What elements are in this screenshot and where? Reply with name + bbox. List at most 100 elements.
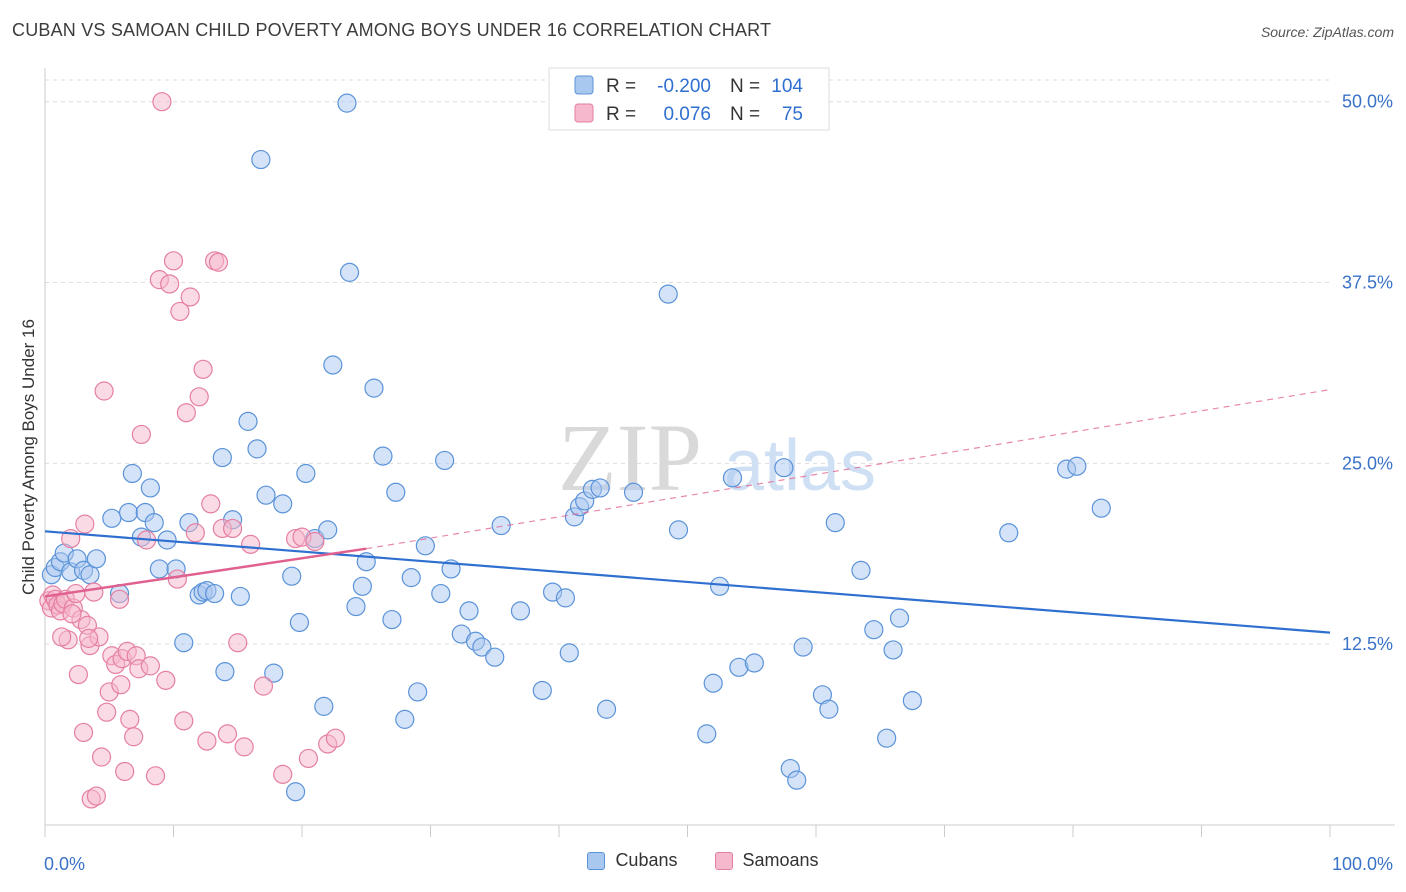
point-cubans-17	[149, 559, 169, 579]
point-samoans-44	[163, 251, 184, 271]
point-samoans-60	[228, 633, 248, 653]
point-samoans-63	[253, 676, 274, 696]
point-cubans-31	[247, 439, 267, 459]
point-samoans-23	[94, 381, 114, 401]
legend-r-label-cubans: R =	[606, 76, 636, 97]
point-samoans-70	[325, 728, 346, 748]
point-cubans-98	[902, 690, 922, 711]
point-cubans-32	[251, 149, 271, 170]
legend-n-value-cubans: 104	[771, 76, 803, 97]
point-samoans-58	[217, 724, 238, 744]
point-cubans-47	[352, 576, 372, 596]
point-samoans-22	[91, 747, 112, 767]
point-samoans-61	[234, 737, 254, 757]
point-cubans-11	[118, 502, 139, 523]
legend-item-cubans: Cubans	[587, 850, 677, 871]
legend-label-samoans: Samoans	[742, 850, 819, 870]
point-cubans-58	[435, 450, 455, 471]
point-samoans-64	[273, 764, 293, 784]
point-samoans-67	[298, 748, 319, 769]
chart-title: CUBAN VS SAMOAN CHILD POVERTY AMONG BOYS…	[12, 20, 772, 40]
legend-swatch-samoans	[574, 103, 594, 123]
point-samoans-24	[97, 702, 117, 722]
point-cubans-52	[386, 482, 406, 502]
point-cubans-63	[472, 637, 492, 657]
point-cubans-99	[999, 523, 1019, 543]
x-tick-labels: 0.0% 100.0%	[44, 854, 1393, 874]
y-tick-label-1: 25.0%	[1342, 453, 1393, 473]
point-cubans-93	[851, 560, 871, 580]
legend-r-label-samoans: R =	[606, 104, 636, 125]
point-samoans-45	[167, 569, 187, 589]
point-cubans-8	[86, 549, 107, 569]
point-cubans-96	[883, 640, 903, 660]
point-cubans-38	[289, 612, 310, 633]
legend-label-cubans: Cubans	[615, 850, 678, 870]
point-cubans-35	[273, 494, 293, 514]
point-cubans-46	[346, 596, 366, 617]
points-layer	[39, 92, 1111, 809]
point-samoans-56	[208, 252, 229, 272]
point-cubans-88	[787, 770, 807, 790]
point-samoans-73	[79, 628, 99, 648]
x-tick-label-0: 0.0%	[44, 854, 85, 874]
trendline-cubans	[44, 530, 1331, 634]
point-cubans-26	[212, 447, 232, 468]
point-cubans-56	[415, 536, 435, 556]
y-tick-label-2: 37.5%	[1342, 273, 1393, 293]
point-samoans-74	[111, 675, 131, 695]
point-cubans-102	[1091, 498, 1111, 518]
point-cubans-30	[238, 411, 258, 431]
point-cubans-44	[337, 93, 357, 113]
point-cubans-41	[314, 696, 334, 716]
point-samoans-46	[170, 301, 190, 322]
legend-top: R = -0.200 N = 104 R = 0.076 N = 75	[548, 67, 830, 131]
legend-box	[548, 67, 830, 131]
point-cubans-51	[382, 609, 402, 630]
point-samoans-38	[140, 656, 160, 676]
point-cubans-97	[889, 608, 910, 628]
point-cubans-77	[623, 482, 644, 502]
point-cubans-79	[668, 520, 689, 540]
point-cubans-43	[323, 355, 343, 375]
point-samoans-68	[305, 531, 325, 552]
legend-n-value-samoans: 75	[782, 104, 803, 125]
legend-swatch-cubans-bottom	[587, 851, 606, 870]
point-cubans-70	[559, 643, 579, 663]
point-samoans-32	[120, 709, 140, 729]
point-cubans-65	[491, 515, 511, 536]
source-label: Source: ZipAtlas.com	[1260, 24, 1394, 40]
point-samoans-43	[160, 274, 180, 294]
legend-n-label-samoans: N =	[730, 104, 760, 125]
point-samoans-47	[174, 711, 194, 731]
point-samoans-36	[131, 424, 151, 445]
point-cubans-92	[825, 513, 845, 533]
point-cubans-66	[510, 601, 531, 621]
legend-swatch-samoans-bottom	[714, 851, 733, 870]
point-cubans-57	[431, 583, 451, 604]
point-samoans-28	[109, 589, 130, 609]
point-cubans-54	[401, 568, 421, 588]
point-samoans-52	[193, 359, 213, 379]
legend-r-value-samoans: 0.076	[663, 104, 711, 125]
point-samoans-39	[145, 766, 166, 786]
point-samoans-33	[124, 727, 144, 747]
point-cubans-80	[697, 724, 717, 744]
point-samoans-59	[223, 518, 243, 539]
point-samoans-51	[189, 387, 209, 407]
point-cubans-33	[256, 485, 276, 505]
point-cubans-53	[395, 709, 415, 729]
trendline-samoans-extension	[366, 388, 1331, 550]
legend-bottom: Cubans Samoans	[0, 850, 1406, 875]
point-cubans-64	[485, 647, 505, 667]
point-cubans-25	[205, 583, 225, 604]
point-cubans-101	[1067, 456, 1087, 476]
point-cubans-9	[102, 508, 122, 528]
point-cubans-85	[744, 653, 764, 673]
point-samoans-42	[156, 670, 176, 690]
point-samoans-53	[197, 731, 217, 751]
point-cubans-94	[864, 620, 884, 640]
y-axis-title: Child Poverty Among Boys Under 16	[19, 319, 38, 595]
legend-item-samoans: Samoans	[714, 850, 819, 871]
